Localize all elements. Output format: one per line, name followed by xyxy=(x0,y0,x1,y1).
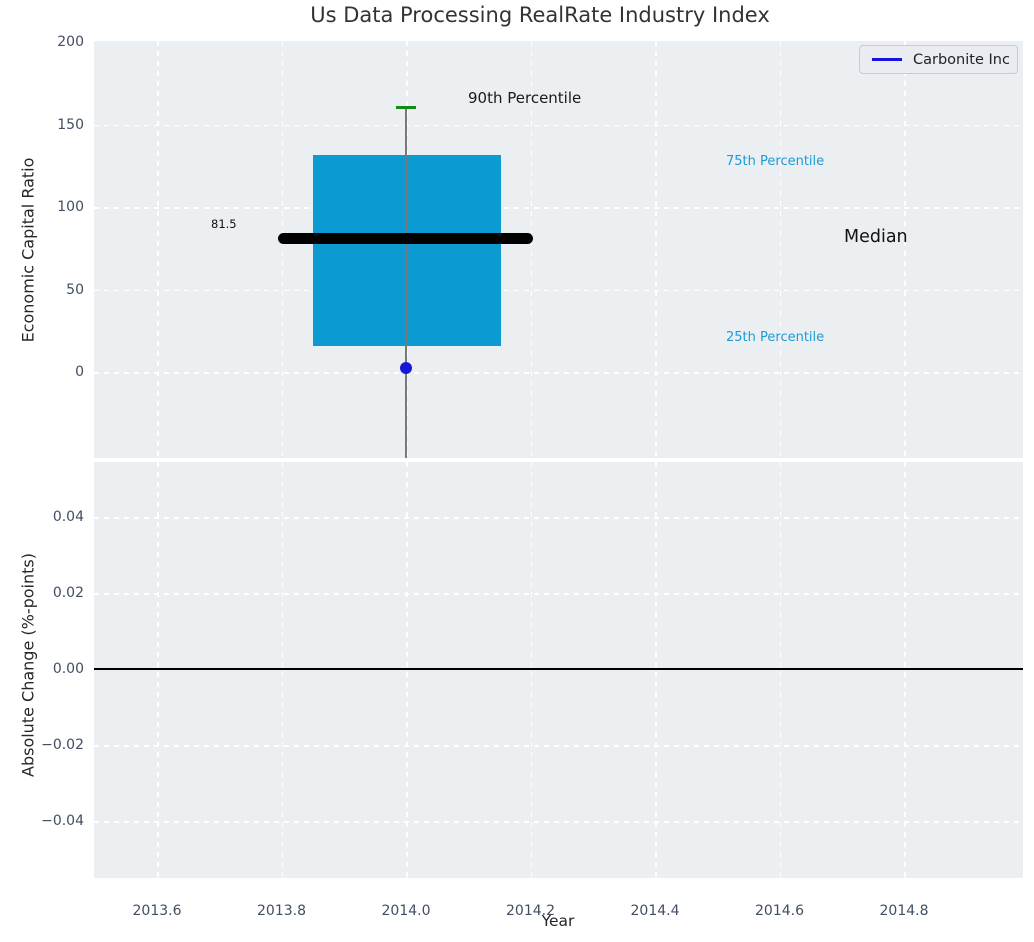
legend: Carbonite Inc xyxy=(859,45,1018,74)
gridline-horizontal xyxy=(94,289,1023,291)
gridline-vertical xyxy=(281,462,283,878)
ytick-label: 0.04 xyxy=(52,509,84,525)
top-y-axis-label: Economic Capital Ratio xyxy=(18,157,38,343)
ytick-label: 0 xyxy=(75,364,84,380)
xtick-label: 2013.8 xyxy=(257,903,306,919)
gridline-vertical xyxy=(157,41,159,458)
gridline-horizontal xyxy=(94,372,1023,374)
gridline-horizontal xyxy=(94,124,1023,126)
gridline-vertical xyxy=(281,41,283,458)
ytick-label: 50 xyxy=(66,281,84,298)
top-plot-area: 90th Percentile 75th Percentile Median 2… xyxy=(94,41,1023,458)
gridline-vertical xyxy=(779,41,781,458)
xtick-label: 2014.2 xyxy=(506,903,555,919)
boxplot-90th-percentile-cap xyxy=(396,106,416,109)
gridline-vertical xyxy=(904,462,906,878)
xtick-label: 2014.6 xyxy=(755,903,804,919)
bottom-plot-area xyxy=(94,462,1023,878)
boxplot-iqr-box xyxy=(313,155,501,346)
boxplot-whisker-line xyxy=(405,107,407,458)
ytick-label: 100 xyxy=(57,199,84,215)
annotation-25th-percentile: 25th Percentile xyxy=(726,330,825,345)
xtick-label: 2014.0 xyxy=(381,903,431,919)
xtick-label: 2014.4 xyxy=(630,903,680,919)
gridline-vertical xyxy=(530,462,532,878)
gridline-vertical xyxy=(530,41,532,458)
legend-line-swatch xyxy=(872,58,902,61)
ytick-label: −0.04 xyxy=(41,813,84,829)
annotation-75th-percentile: 75th Percentile xyxy=(726,154,825,169)
gridline-horizontal xyxy=(94,207,1023,209)
boxplot-median-line xyxy=(278,233,533,244)
zero-reference-line xyxy=(94,668,1023,670)
gridline-horizontal xyxy=(94,821,1023,823)
ytick-label: 150 xyxy=(57,116,84,133)
chart-title: Us Data Processing RealRate Industry Ind… xyxy=(310,3,770,27)
ytick-label: 0.00 xyxy=(52,661,84,677)
gridline-vertical xyxy=(779,462,781,878)
gridline-vertical xyxy=(655,462,657,878)
x-axis-label: Year xyxy=(541,912,575,930)
carbonite-data-point xyxy=(400,362,412,374)
gridline-horizontal xyxy=(94,745,1023,747)
bottom-y-axis-label: Absolute Change (%-points) xyxy=(18,553,38,777)
gridline-horizontal xyxy=(94,517,1023,519)
gridline-horizontal xyxy=(94,593,1023,595)
xtick-label: 2013.6 xyxy=(132,903,182,919)
gridline-vertical xyxy=(406,462,408,878)
gridline-vertical xyxy=(157,462,159,878)
annotation-median-value: 81.5 xyxy=(211,217,237,231)
legend-label: Carbonite Inc xyxy=(913,51,1010,68)
annotation-90th-percentile: 90th Percentile xyxy=(468,89,582,107)
ytick-label: −0.02 xyxy=(41,737,84,753)
annotation-median: Median xyxy=(844,227,908,247)
gridline-vertical xyxy=(655,41,657,458)
ytick-label: 0.02 xyxy=(52,585,84,601)
gridline-vertical xyxy=(904,41,906,458)
ytick-label: 200 xyxy=(57,34,84,50)
xtick-label: 2014.8 xyxy=(879,903,929,919)
